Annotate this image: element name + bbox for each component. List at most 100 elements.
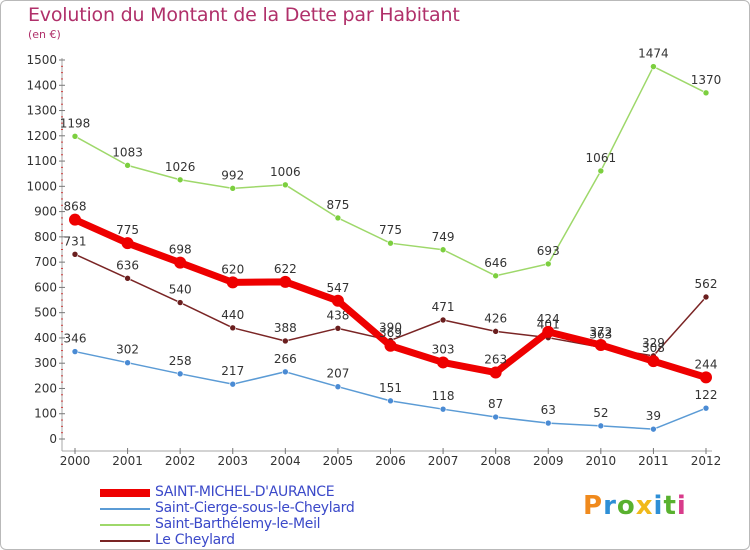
data-label: 547: [326, 281, 349, 295]
data-label: 731: [64, 234, 87, 248]
data-point: [387, 239, 394, 247]
data-point: [387, 397, 394, 405]
data-label: 693: [537, 244, 560, 258]
data-point: [69, 213, 81, 226]
y-tick-label: 600: [34, 280, 57, 294]
y-tick-label: 1000: [26, 179, 57, 193]
logo-letter: o: [616, 491, 636, 521]
y-tick-label: 1400: [26, 78, 57, 92]
data-point: [71, 348, 79, 355]
y-tick-label: 700: [34, 255, 57, 269]
x-tick-label: 2003: [217, 454, 248, 468]
y-tick-label: 1500: [26, 53, 57, 67]
y-tick-label: 500: [34, 306, 57, 320]
legend-swatch-le-cheylard: [100, 540, 150, 542]
data-label: 698: [169, 243, 192, 257]
data-label: 1474: [638, 47, 669, 61]
x-tick-label: 2012: [691, 454, 722, 468]
data-point: [282, 368, 289, 376]
legend-label: Saint-Cierge-sous-le-Cheylard: [155, 500, 355, 516]
data-point: [334, 214, 342, 222]
logo-letter: i: [653, 491, 664, 521]
data-point: [647, 355, 660, 368]
data-point: [71, 251, 79, 258]
data-point: [492, 272, 499, 280]
chart-unit-label: (en €): [28, 28, 61, 41]
x-tick-label: 2001: [112, 454, 143, 468]
data-point: [597, 167, 605, 175]
legend-label: SAINT-MICHEL-D'AURANCE: [155, 484, 335, 500]
data-point: [334, 383, 342, 390]
data-label: 471: [432, 300, 455, 314]
data-label: 122: [695, 388, 718, 402]
data-label: 308: [642, 341, 665, 355]
data-label: 1006: [270, 165, 301, 179]
data-point: [334, 325, 342, 332]
x-tick-label: 2000: [60, 454, 91, 468]
data-label: 346: [64, 332, 87, 346]
legend-swatch-saint-cierge: [100, 508, 150, 510]
x-tick-label: 2002: [165, 454, 196, 468]
data-point: [594, 339, 607, 352]
data-label: 303: [432, 342, 455, 356]
data-label: 266: [274, 352, 297, 366]
data-point: [597, 422, 605, 430]
data-point: [439, 246, 447, 254]
data-point: [702, 293, 710, 301]
y-tick-label: 200: [34, 381, 57, 395]
data-point: [702, 89, 710, 97]
data-label: 372: [589, 325, 612, 339]
data-point: [282, 181, 289, 189]
data-point: [229, 185, 237, 192]
data-point: [121, 237, 134, 250]
logo-letter: x: [635, 491, 654, 521]
data-label: 426: [484, 311, 507, 325]
data-label: 620: [221, 262, 244, 276]
data-point: [700, 371, 712, 384]
legend-label: Le Cheylard: [155, 532, 235, 548]
y-tick-label: 900: [34, 205, 57, 219]
data-label: 749: [432, 230, 455, 244]
data-point: [650, 425, 657, 433]
data-label: 622: [274, 262, 297, 276]
data-point: [650, 63, 657, 70]
y-tick-label: 1300: [26, 104, 57, 118]
data-label: 562: [695, 277, 718, 291]
data-point: [176, 370, 184, 378]
data-label: 1198: [60, 116, 91, 130]
data-point: [544, 419, 552, 427]
data-label: 775: [379, 223, 402, 237]
logo-letter: P: [583, 491, 604, 521]
data-point: [331, 294, 344, 307]
data-point: [544, 260, 552, 268]
data-label: 1370: [691, 73, 722, 87]
data-label: 258: [169, 354, 192, 368]
y-tick-label: 0: [49, 432, 57, 446]
data-label: 636: [116, 258, 139, 272]
y-tick-label: 100: [34, 407, 57, 421]
legend-label: Saint-Barthélemy-le-Meil: [155, 516, 321, 532]
data-point: [542, 325, 555, 338]
data-label: 1026: [165, 160, 196, 174]
data-label: 52: [593, 406, 608, 420]
legend-swatch-saint-michel: [100, 489, 150, 497]
data-point: [384, 339, 397, 352]
data-point: [702, 404, 710, 412]
data-point: [279, 275, 292, 288]
data-label: 390: [379, 320, 402, 334]
data-label: 151: [379, 381, 402, 395]
data-label: 1061: [586, 151, 617, 165]
data-label: 646: [484, 256, 507, 270]
x-tick-label: 2007: [428, 454, 459, 468]
y-tick-label: 1200: [26, 129, 57, 143]
y-tick-label: 1100: [26, 154, 57, 168]
data-label: 438: [326, 308, 349, 322]
data-label: 388: [274, 321, 297, 335]
logo-letter: t: [663, 491, 677, 521]
data-point: [226, 276, 239, 289]
data-label: 39: [646, 409, 661, 423]
data-point: [439, 405, 447, 413]
logo-letter: i: [676, 491, 687, 521]
